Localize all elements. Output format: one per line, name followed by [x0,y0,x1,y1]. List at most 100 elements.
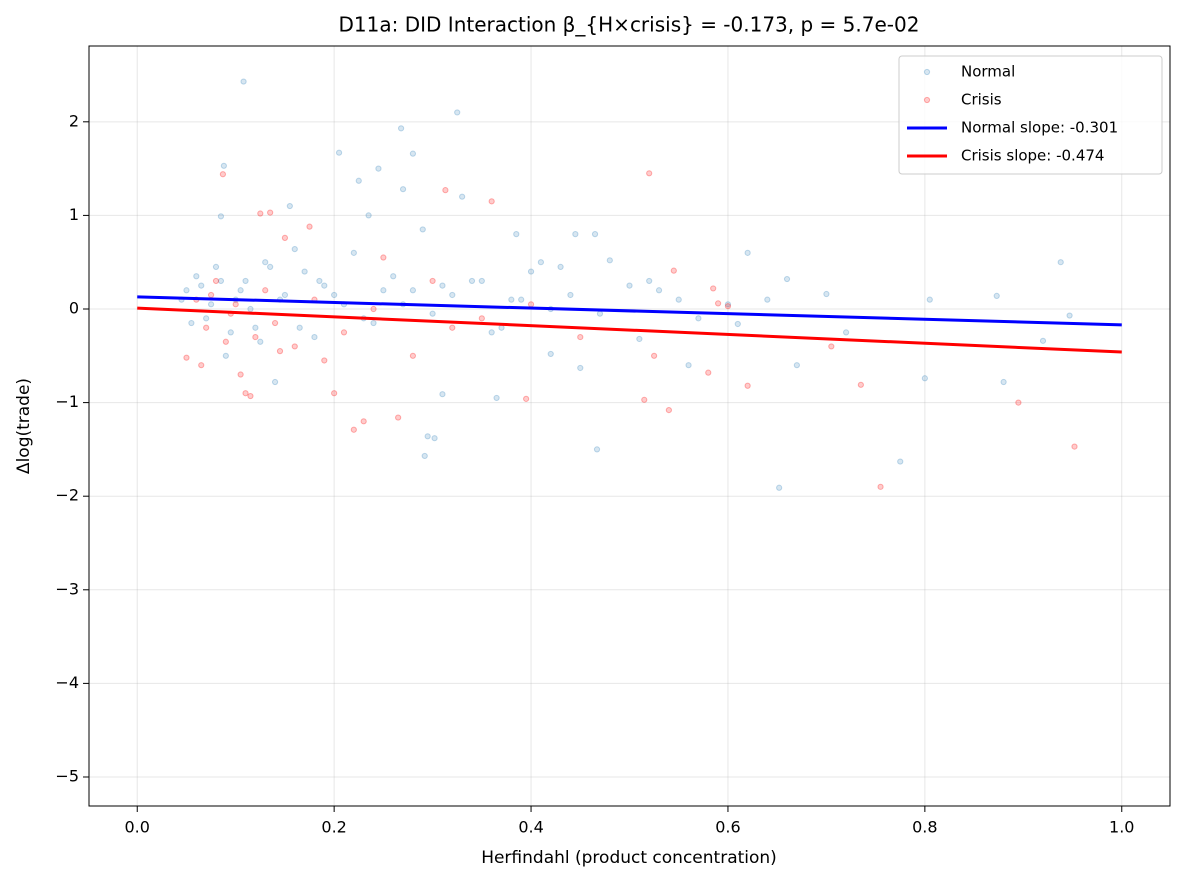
point [207,301,215,308]
point [262,287,269,294]
point [183,354,190,361]
point [454,109,461,116]
x-tick-label: 0.8 [912,818,937,837]
point [395,414,402,421]
x-tick-label: 0.2 [321,818,346,837]
point [646,170,653,177]
point [857,381,864,388]
point [577,364,584,372]
point [527,268,535,275]
point [340,329,348,336]
y-tick-label: 0 [69,299,79,318]
point [291,246,298,253]
point [439,282,446,289]
point [257,210,264,217]
point [212,263,220,270]
point [636,335,643,343]
point [783,275,791,283]
point [724,303,732,310]
scatter-series [183,170,1078,490]
point [744,249,751,256]
point [842,329,850,336]
point [271,319,279,327]
legend-swatch [923,68,931,76]
point [331,390,338,397]
point [183,287,190,294]
point [764,296,771,303]
point [547,350,554,358]
point [596,310,604,317]
legend-swatch [923,96,931,104]
point [715,300,722,307]
point [227,329,234,336]
point [217,213,225,220]
point [744,382,751,389]
point [220,162,227,169]
point [468,277,476,285]
scatter-series [178,78,1073,491]
point [429,277,436,285]
point [478,315,485,322]
point [793,362,800,369]
point [828,343,835,350]
point [1057,259,1064,266]
point [488,329,495,336]
point [897,458,904,465]
point [390,273,397,280]
point [271,378,279,386]
point [593,446,601,453]
point [240,78,247,85]
point [439,391,446,398]
point [670,267,677,274]
point [232,301,239,308]
point [237,371,244,378]
point [365,212,372,219]
point [705,369,712,376]
point [207,291,215,299]
y-tick-label: −2 [55,486,79,505]
plot-frame [88,45,1171,807]
point [508,296,515,303]
point [567,291,574,299]
point [242,277,249,285]
point [257,338,264,345]
point [281,291,289,299]
x-tick-label: 0.0 [125,818,150,837]
point [577,333,584,341]
legend: Normal Crisis Normal slope: -0.301 Crisis s… [898,55,1163,175]
chart-title: D11a: DID Interaction β_{H×crisis} = -0.… [339,13,920,37]
point [488,198,495,205]
point [557,263,564,270]
point [626,282,633,289]
point [823,290,830,298]
point [993,292,1000,300]
point [424,433,431,440]
point [606,257,613,264]
point [710,285,717,292]
point [350,249,357,256]
point [222,352,229,359]
point [267,263,274,270]
point [921,375,928,382]
point [247,392,254,400]
point [316,277,323,285]
point [331,291,338,299]
point [193,273,200,280]
legend-box [898,55,1163,175]
y-tick-label: −4 [55,673,79,692]
point [409,352,417,359]
point [1066,312,1073,319]
y-tick-label: −5 [55,766,79,785]
point [375,165,382,172]
point [203,315,210,322]
point [286,202,293,210]
point [247,305,254,313]
point [380,254,387,261]
point [591,231,599,238]
point [695,315,702,322]
point [252,324,259,331]
point [449,291,456,299]
y-tick-label: 2 [69,111,79,130]
point [641,396,648,403]
point [296,324,303,331]
